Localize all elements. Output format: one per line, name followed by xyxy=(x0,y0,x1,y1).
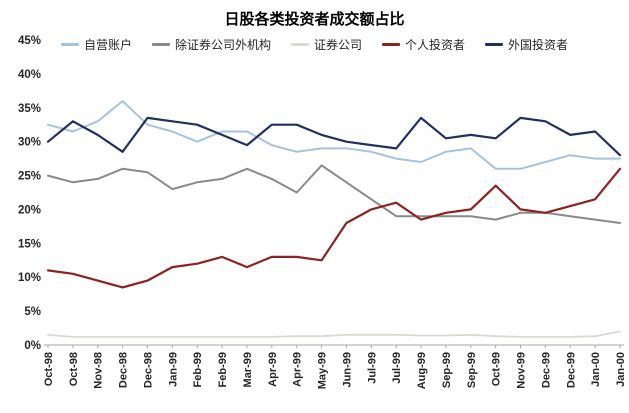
chart-title: 日股各类投资者成交额占比 xyxy=(224,11,405,28)
series-line xyxy=(46,116,622,157)
x-tick-label: Aug-99 xyxy=(416,352,428,389)
legend-label: 个人投资者 xyxy=(405,38,466,52)
y-tick-label: 45% xyxy=(18,35,41,47)
legend-swatch xyxy=(485,43,504,46)
x-tick-label: Oct-98 xyxy=(43,352,55,386)
legend-swatch xyxy=(290,43,309,46)
x-tick-label: Feb-99 xyxy=(192,352,204,387)
x-tick-label: Jan-99 xyxy=(167,352,179,387)
x-tick-label: Apr-99 xyxy=(292,352,304,387)
y-tick-label: 40% xyxy=(18,69,41,81)
legend-item: 除证券公司外机构 xyxy=(151,36,271,53)
series-line xyxy=(46,167,622,289)
legend-label: 证券公司 xyxy=(313,38,362,52)
legend-item: 个人投资者 xyxy=(382,36,465,53)
x-tick-label: Sep-99 xyxy=(466,352,478,388)
legend-label: 外国投资者 xyxy=(508,38,569,52)
x-tick-label: Nov-99 xyxy=(516,352,528,389)
y-tick-label: 0% xyxy=(24,340,41,352)
x-tick-label: Oct-99 xyxy=(491,352,503,386)
y-tick-label: 15% xyxy=(18,238,41,250)
x-tick-label: Sep-99 xyxy=(441,352,453,388)
x-tick-label: Jun-99 xyxy=(341,352,353,387)
y-tick-label: 25% xyxy=(18,171,41,183)
x-tick-label: May-99 xyxy=(317,352,329,389)
legend-swatch xyxy=(60,43,79,46)
legend-swatch xyxy=(382,43,400,46)
x-tick-label: Nov-98 xyxy=(93,352,105,389)
y-tick-label: 10% xyxy=(18,272,41,284)
chart-legend: 自营账户 除证券公司外机构 证券公司 个人投资者 外国投资者 xyxy=(0,36,629,53)
x-tick-label: Jul-99 xyxy=(391,352,403,384)
x-tick-label: Dec-99 xyxy=(540,352,552,388)
x-tick-label: Jul-99 xyxy=(366,352,378,384)
legend-item: 自营账户 xyxy=(60,36,132,53)
legend-label: 自营账户 xyxy=(83,38,132,52)
x-tick-label: Dec-98 xyxy=(118,352,130,388)
legend-swatch xyxy=(151,43,170,46)
legend-item: 外国投资者 xyxy=(485,36,568,53)
x-tick-label: Jan-00 xyxy=(590,352,602,387)
series-line xyxy=(47,164,621,224)
legend-item: 证券公司 xyxy=(290,36,362,53)
x-tick-label: Oct-98 xyxy=(68,352,80,386)
x-tick-label: Dec-99 xyxy=(565,352,577,388)
x-tick-label: Jan-00 xyxy=(615,352,627,387)
legend-label: 除证券公司外机构 xyxy=(174,38,271,52)
x-tick-label: Mar-99 xyxy=(242,352,254,387)
y-tick-label: 35% xyxy=(18,103,41,115)
x-tick-label: Dec-98 xyxy=(142,352,154,388)
x-tick-label: Feb-99 xyxy=(217,352,229,387)
y-tick-label: 30% xyxy=(18,137,41,149)
series-line xyxy=(47,100,621,170)
x-tick-label: Apr-99 xyxy=(267,352,279,387)
series-line xyxy=(47,330,621,338)
y-tick-label: 5% xyxy=(24,306,41,318)
y-tick-label: 20% xyxy=(18,204,41,216)
